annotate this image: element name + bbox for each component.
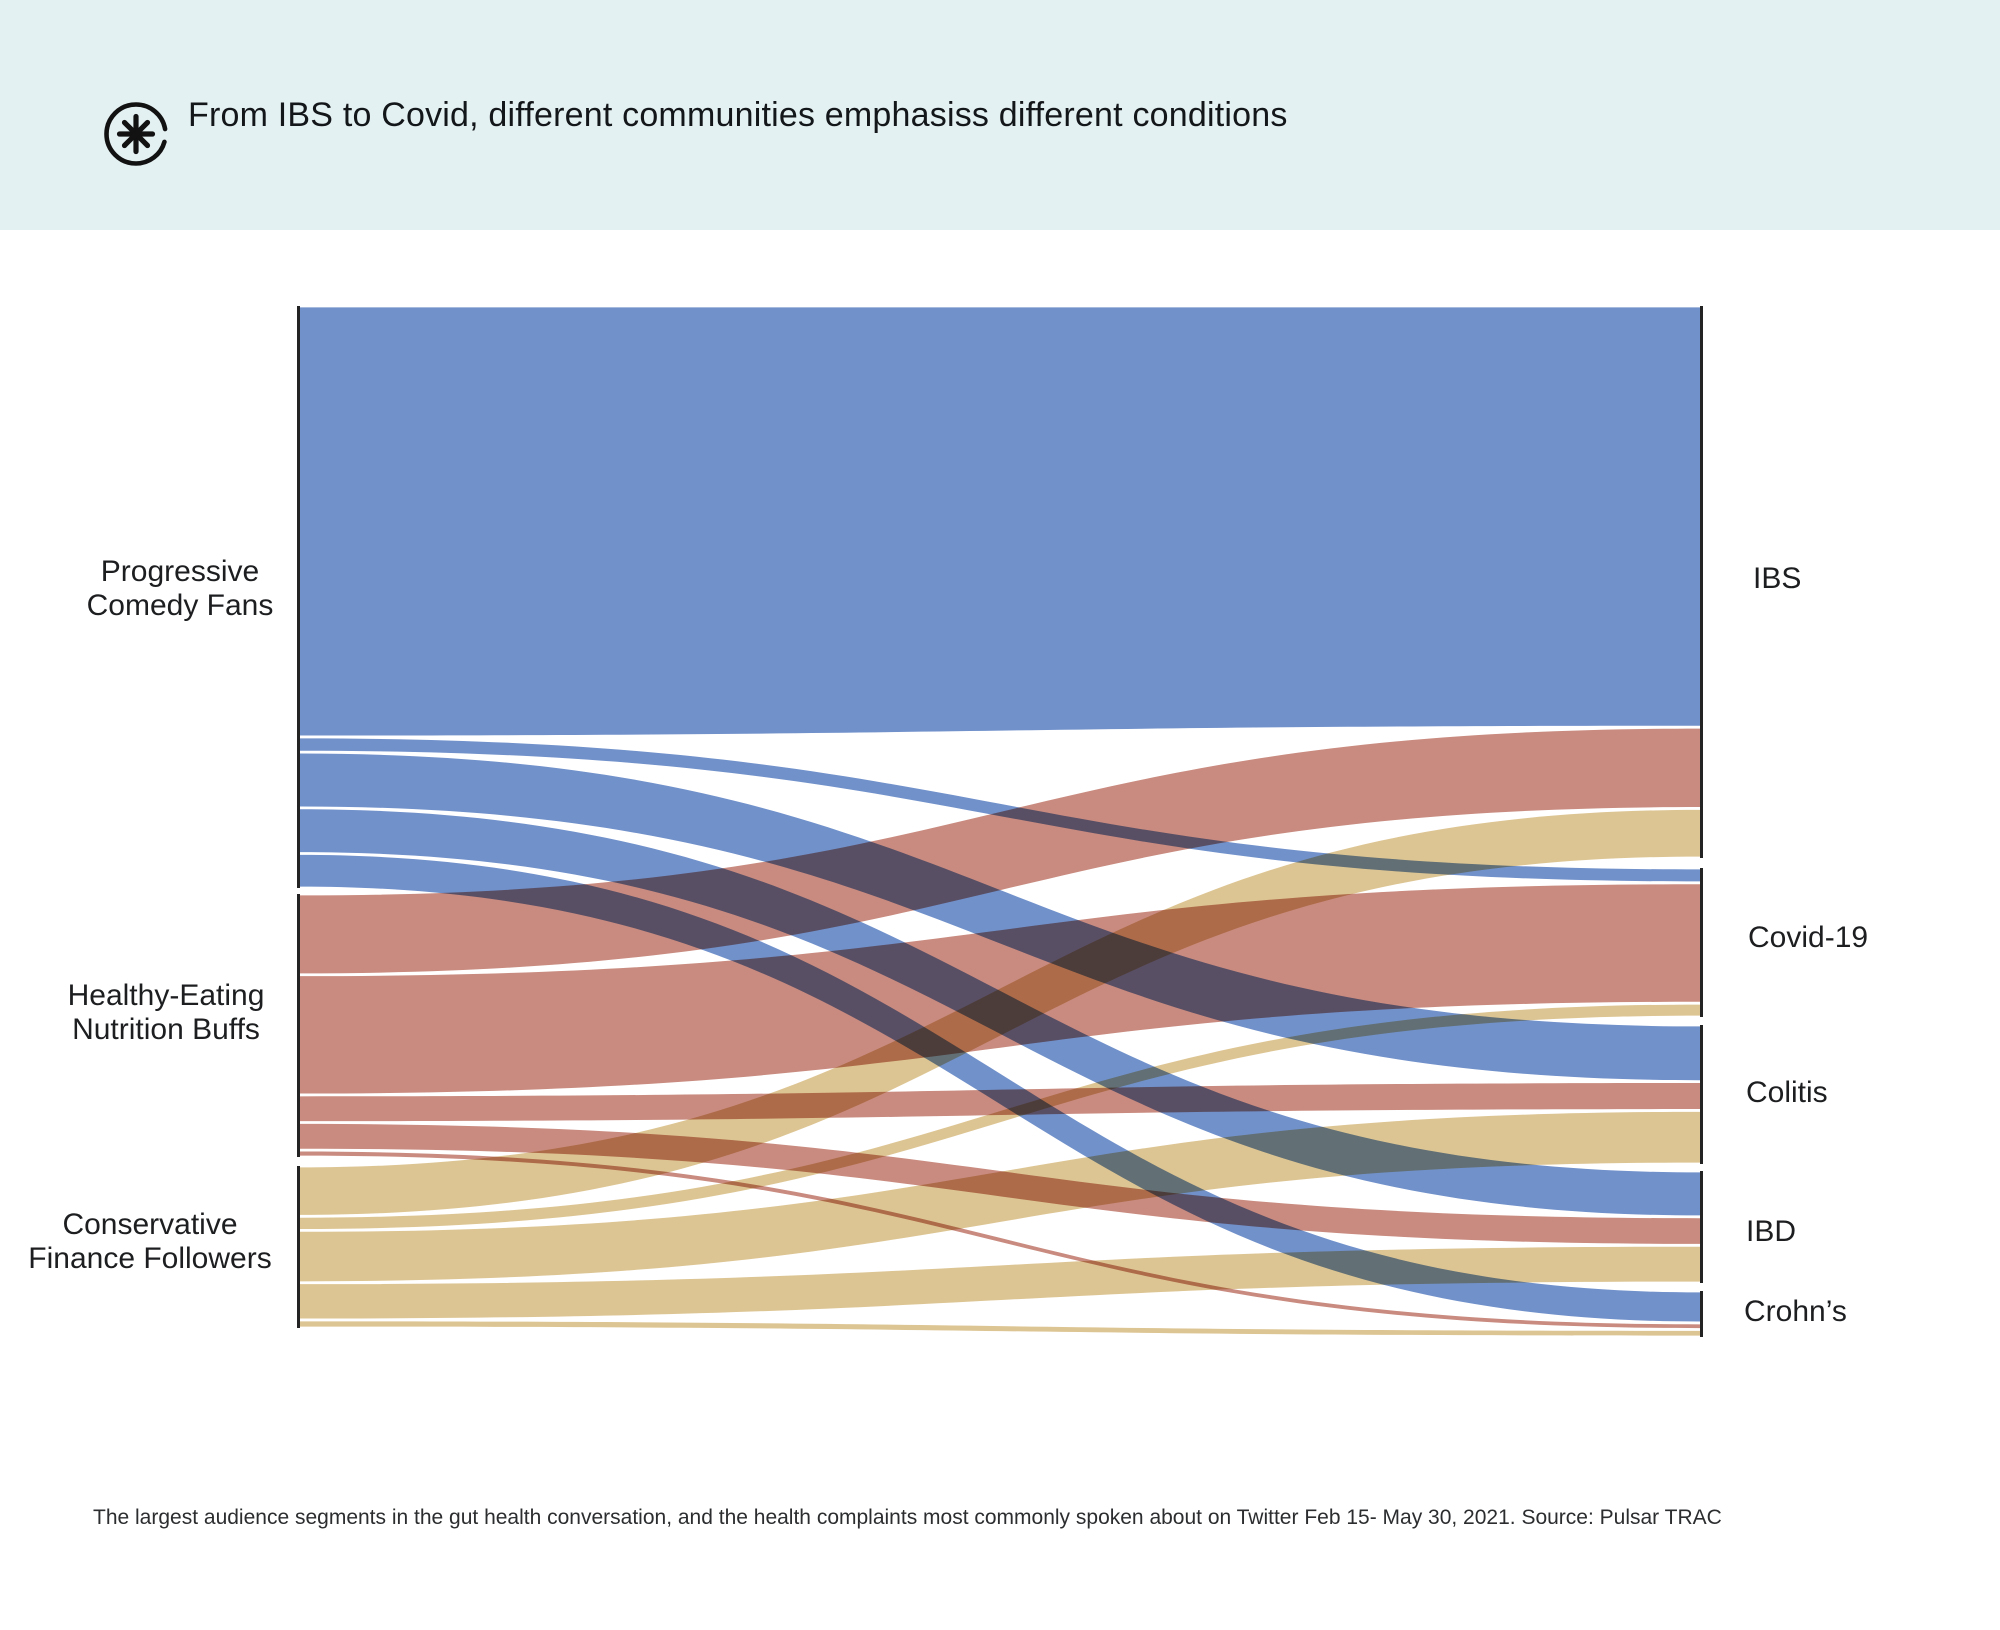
sankey-link-pcf-covid	[300, 738, 1700, 882]
sankey-link-cff-colitis	[300, 1111, 1700, 1282]
target-label-covid-19: Covid-19	[1748, 921, 1869, 954]
pulsar-logo-icon	[104, 102, 168, 166]
sankey-link-cff-ibs	[300, 809, 1700, 1215]
sankey-node-bar-crohns	[1700, 1291, 1703, 1337]
sankey-link-pcf-ibs	[300, 307, 1700, 736]
target-label-ibs: IBS	[1753, 562, 1802, 595]
target-label-crohns: Crohn’s	[1744, 1295, 1847, 1328]
sankey-link-cff-crohns	[300, 1321, 1700, 1336]
sankey-link-pcf-crohns	[300, 854, 1700, 1322]
sankey-node-bar-cff	[297, 1166, 300, 1328]
source-label-healthy-eating-nutrition-buffs: Healthy-Eating Nutrition Buffs	[67, 979, 265, 1046]
source-label-conservative-finance-followers: Conservative Finance Followers	[28, 1208, 272, 1275]
sankey-link-hen-colitis	[300, 1083, 1700, 1122]
target-label-ibd: IBD	[1746, 1215, 1797, 1248]
sankey-link-cff-covid	[300, 1004, 1700, 1229]
sankey-node-bar-covid	[1700, 868, 1703, 1017]
sankey-node-bar-hen	[297, 894, 300, 1157]
sankey-node-bar-ibs	[1700, 306, 1703, 858]
header-bar: From IBS to Covid, different communities…	[0, 0, 2000, 230]
page-title: From IBS to Covid, different communities…	[188, 95, 1288, 134]
sankey-link-hen-crohns	[300, 1151, 1700, 1329]
sankey-link-cff-ibd	[300, 1246, 1700, 1319]
sankey-node-bar-colitis	[1700, 1025, 1703, 1164]
sankey-node-bar-pcf	[297, 306, 300, 888]
sankey-node-bar-ibd	[1700, 1171, 1703, 1283]
sankey-link-hen-ibs	[300, 728, 1700, 974]
chart-caption: The largest audience segments in the gut…	[93, 1506, 1722, 1529]
source-label-progressive-comedy-fans: Progressive Comedy Fans	[86, 555, 274, 622]
target-label-colitis: Colitis	[1746, 1076, 1828, 1109]
